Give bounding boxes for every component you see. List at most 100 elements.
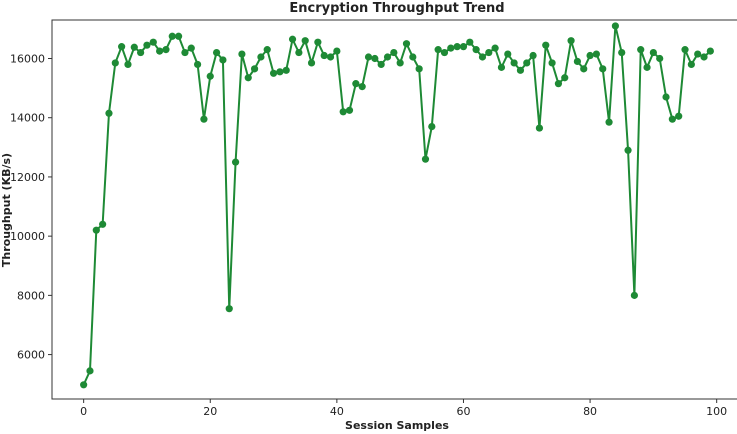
plot-frame [51, 19, 737, 400]
data-point [206, 72, 214, 80]
data-point [187, 44, 195, 52]
data-point [428, 122, 436, 131]
data-point [225, 305, 233, 313]
data-point [212, 48, 221, 57]
data-point [700, 53, 708, 61]
data-point [434, 46, 442, 54]
data-point [459, 43, 468, 51]
data-point [80, 381, 88, 389]
data-point [168, 32, 176, 40]
data-point [86, 367, 94, 375]
data-point [105, 109, 113, 117]
chart-title: Encryption Throughput Trend [289, 1, 504, 16]
data-point [529, 51, 537, 60]
data-point [662, 93, 670, 101]
y-tick-label: 12000 [10, 171, 45, 184]
data-point [250, 65, 259, 73]
data-point [295, 48, 303, 57]
data-point [326, 53, 335, 61]
data-point [580, 65, 588, 73]
data-point [402, 40, 411, 48]
data-point [345, 106, 354, 114]
data-point [92, 226, 100, 234]
data-point [263, 46, 271, 54]
data-point [364, 53, 373, 61]
data-point [687, 60, 695, 69]
data-point [288, 35, 297, 43]
data-point [124, 60, 132, 69]
data-point [542, 41, 550, 49]
data-point [181, 48, 189, 57]
data-point [415, 65, 423, 73]
x-axis: 0 20 40 60 80 100 [80, 399, 727, 418]
data-point [358, 83, 366, 91]
data-point [573, 57, 582, 66]
data-point [649, 48, 657, 57]
data-point [333, 47, 341, 55]
data-point [421, 155, 430, 163]
data-point [478, 53, 487, 61]
y-tick-label: 16000 [10, 52, 45, 65]
data-point [409, 53, 417, 61]
data-point [561, 74, 569, 82]
data-point [143, 41, 151, 49]
data-point [453, 43, 461, 51]
data-point [244, 74, 252, 82]
data-point [592, 50, 601, 58]
data-point [257, 53, 265, 61]
x-axis-label: Session Samples [345, 419, 449, 432]
y-tick-label: 14000 [10, 112, 45, 125]
data-point [130, 43, 138, 51]
data-point [586, 51, 594, 60]
y-tick-label: 10000 [10, 230, 45, 243]
data-point [447, 44, 455, 52]
y-tick-label: 8000 [17, 289, 45, 302]
data-point [307, 59, 316, 67]
data-point [668, 115, 676, 123]
data-point [314, 38, 322, 46]
data-point [637, 46, 645, 54]
data-point [466, 38, 474, 46]
data-point [605, 118, 613, 126]
series-layer [80, 22, 714, 389]
data-point [694, 50, 702, 58]
data-point [118, 43, 126, 51]
data-point [352, 80, 360, 88]
data-point [383, 53, 392, 61]
data-point [282, 66, 290, 74]
x-tick-label: 80 [583, 405, 597, 418]
data-point [269, 69, 278, 77]
data-point [510, 59, 518, 67]
data-point [472, 46, 480, 54]
x-tick-label: 60 [456, 405, 470, 418]
data-point [630, 291, 638, 299]
data-point [320, 51, 328, 60]
data-point [548, 59, 556, 67]
data-point [554, 80, 563, 88]
data-point [643, 63, 651, 71]
y-axis: 6000 8000 10000 12000 14000 16000 [10, 52, 52, 362]
data-point [162, 46, 170, 54]
data-point [371, 54, 379, 63]
data-point [675, 112, 683, 120]
data-point [276, 68, 284, 76]
data-point [535, 124, 544, 132]
data-point [238, 50, 246, 58]
data-point [567, 37, 575, 45]
data-point [137, 48, 145, 57]
data-point [706, 47, 714, 55]
data-point [175, 32, 183, 40]
data-point [491, 44, 499, 52]
data-point [339, 108, 347, 116]
data-point [193, 60, 202, 69]
data-point [485, 48, 493, 57]
data-point [611, 22, 619, 30]
data-point [599, 65, 607, 73]
y-axis-label: Throughput (KB/s) [0, 153, 13, 267]
x-tick-label: 20 [203, 405, 217, 418]
data-point [156, 47, 164, 55]
data-point [656, 54, 664, 63]
x-tick-label: 0 [80, 405, 87, 418]
x-tick-label: 40 [330, 405, 344, 418]
